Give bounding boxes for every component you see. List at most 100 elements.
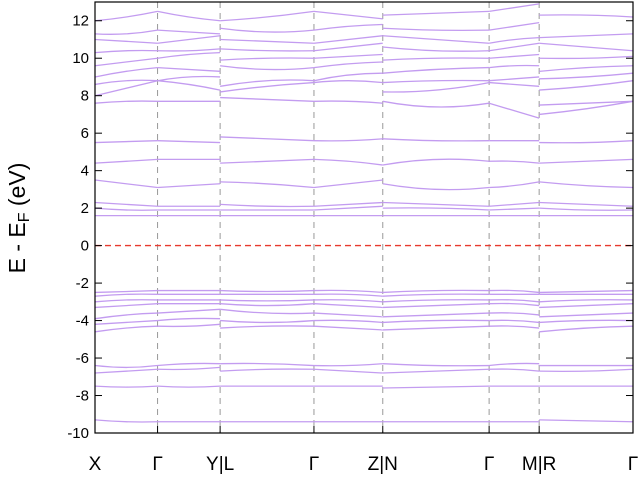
- y-tick-label-10: 10: [72, 50, 89, 67]
- band-segment-7-171: [539, 158, 634, 164]
- band-segment-5-105: [382, 385, 490, 389]
- band-segment-3-66: [220, 181, 315, 189]
- band-segment-6-144: [489, 181, 540, 189]
- band-segment-7-169: [539, 201, 634, 207]
- band-segment-6-137: [489, 302, 540, 307]
- band-segment-6-135: [489, 319, 540, 324]
- band-segment-3-72: [220, 65, 315, 71]
- band-segment-7-178: [539, 55, 634, 60]
- band-segment-6-140: [489, 289, 540, 294]
- band-segment-7-175: [539, 80, 634, 91]
- band-segment-5-122: [382, 81, 490, 93]
- band-segment-1-7: [94, 303, 158, 309]
- band-segment-7-180: [539, 33, 634, 39]
- band-segment-2-30: [157, 323, 221, 328]
- band-segment-6-150: [489, 64, 540, 69]
- band-segment-7-170: [539, 181, 634, 189]
- band-lines: [94, 3, 634, 423]
- band-segment-1-19: [94, 79, 158, 86]
- band-segment-1-1: [94, 385, 158, 388]
- y-tick-label--4: -4: [76, 313, 89, 330]
- y-tick-label-4: 4: [81, 163, 89, 180]
- band-segment-1-2: [94, 368, 158, 374]
- band-segment-7-162: [539, 312, 634, 318]
- band-segment-1-4: [94, 325, 158, 333]
- y-tick-label--6: -6: [76, 350, 89, 367]
- band-segment-1-18: [94, 80, 158, 97]
- band-segment-7-176: [539, 72, 634, 80]
- band-segment-3-67: [220, 158, 314, 164]
- band-segment-5-111: [382, 303, 490, 309]
- band-segment-4-85: [313, 303, 383, 309]
- band-segment-1-20: [94, 66, 158, 78]
- band-segment-5-114: [382, 289, 490, 294]
- x-tick-label-4: Γ: [309, 454, 319, 475]
- band-segment-3-58: [220, 308, 314, 315]
- band-segment-4-99: [313, 53, 383, 59]
- band-segment-3-55: [220, 362, 314, 367]
- x-tick-label-2: Γ: [152, 454, 162, 475]
- band-segment-2-28: [157, 366, 221, 371]
- band-segment-3-77: [220, 10, 315, 22]
- band-segment-2-29: [157, 362, 221, 367]
- band-segment-5-126: [382, 46, 490, 52]
- band-segment-5-123: [382, 79, 490, 84]
- band-segment-4-94: [313, 138, 383, 142]
- y-axis-label-unit: (eV): [4, 163, 30, 213]
- band-segment-5-120: [382, 138, 490, 142]
- band-segment-3-57: [220, 319, 315, 324]
- band-segment-6-147: [488, 102, 540, 119]
- band-segment-1-21: [94, 57, 158, 67]
- band-segment-1-9: [94, 293, 158, 297]
- band-segment-5-112: [382, 299, 490, 303]
- band-segment-4-88: [313, 289, 383, 294]
- band-segment-5-108: [382, 325, 490, 331]
- band-segment-4-91: [313, 201, 383, 207]
- band-segment-1-13: [94, 201, 158, 207]
- band-segment-4-90: [313, 205, 383, 211]
- band-segment-6-136: [489, 312, 540, 316]
- band-segment-1-3: [94, 364, 158, 369]
- band-segment-5-113: [382, 293, 490, 297]
- band-segment-2-50: [157, 29, 221, 35]
- x-tick-label-1: X: [89, 454, 102, 475]
- band-segment-3-62: [220, 289, 314, 293]
- band-segment-2-45: [157, 75, 221, 82]
- band-segment-7-174: [539, 100, 634, 116]
- band-segment-5-121: [382, 100, 490, 108]
- band-segment-4-86: [313, 299, 383, 303]
- band-segment-5-129: [382, 10, 490, 16]
- band-segment-4-102: [313, 23, 383, 31]
- band-segment-2-31: [157, 317, 221, 322]
- band-segment-4-92: [313, 179, 383, 189]
- band-segment-7-177: [539, 65, 634, 72]
- band-segment-3-65: [220, 203, 314, 208]
- band-segment-5-127: [382, 35, 490, 44]
- band-segment-7-164: [539, 299, 634, 303]
- band-segment-5-118: [382, 183, 490, 191]
- band-segment-2-47: [157, 51, 221, 59]
- y-tick-label-12: 12: [72, 13, 89, 30]
- y-axis-label-main: E - E: [4, 222, 30, 273]
- band-segment-4-98: [313, 61, 383, 69]
- y-tick-label-0: 0: [81, 238, 89, 255]
- band-segment-6-138: [489, 299, 540, 303]
- band-segment-1-22: [94, 49, 158, 54]
- band-segment-4-84: [313, 312, 383, 318]
- band-segment-4-82: [313, 325, 383, 331]
- band-segment-4-97: [313, 72, 383, 82]
- band-segment-1-6: [94, 312, 158, 320]
- band-segment-6-148: [489, 81, 540, 87]
- band-segment-7-161: [539, 319, 634, 324]
- y-axis-label: E - EF (eV): [4, 163, 33, 274]
- band-segment-4-100: [313, 42, 383, 52]
- band-segment-1-16: [94, 140, 158, 144]
- band-segment-4-95: [313, 100, 383, 104]
- band-segment-4-83: [313, 319, 383, 324]
- x-tick-label-6: Γ: [484, 454, 494, 475]
- y-axis-label-subscript: F: [16, 212, 33, 222]
- band-segment-1-0: [94, 419, 158, 423]
- y-tick-label-8: 8: [81, 88, 89, 105]
- band-segment-5-117: [382, 201, 490, 207]
- band-segment-1-14: [94, 179, 158, 189]
